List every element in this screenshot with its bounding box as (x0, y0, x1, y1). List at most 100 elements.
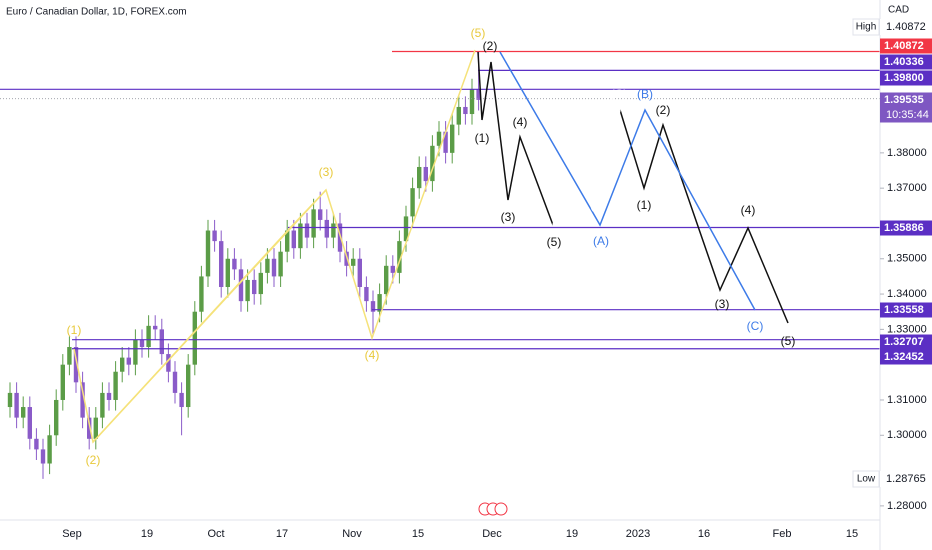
candle-body (436, 131, 442, 146)
marker-tag-label: Low (857, 474, 876, 485)
level-label: 1.40872 (884, 40, 924, 52)
wave-label: (5) (547, 235, 562, 249)
candle-body (318, 209, 323, 220)
wave-label: (B) (590, 198, 606, 212)
event-dot[interactable] (494, 502, 508, 516)
candle-body (377, 294, 382, 312)
candle-body (14, 392, 19, 418)
wave-drawings (73, 49, 789, 444)
candle-body (324, 219, 329, 238)
candle-body (278, 251, 283, 277)
wave-label: (C) (747, 319, 764, 333)
countdown: 10:35:44 (886, 109, 929, 121)
candle-body (403, 216, 409, 242)
wave-line (92, 189, 327, 443)
candle-body (456, 106, 461, 125)
wave-label: (1) (475, 131, 490, 145)
candle-body (212, 230, 217, 242)
wave-label: (4) (513, 115, 528, 129)
candle-body (133, 339, 138, 365)
candle-body (337, 223, 343, 252)
candle-body (311, 209, 316, 238)
level-box (880, 54, 932, 70)
candle-body (450, 124, 455, 153)
candle-body (126, 357, 131, 365)
wave-line (619, 109, 789, 324)
candle-body (67, 347, 72, 365)
candle-body (186, 364, 191, 408)
wave-label: (A) (593, 234, 609, 248)
level-label: 1.33558 (884, 304, 924, 316)
candle-body (179, 392, 184, 408)
wave-label: (4) (365, 348, 380, 362)
wave-label: (3) (715, 297, 730, 311)
candle-body (245, 279, 250, 302)
level-label: 1.39800 (884, 72, 924, 84)
candles (7, 51, 481, 479)
levels (0, 50, 880, 350)
marker-tag (852, 18, 880, 36)
candle-body (139, 339, 145, 348)
candle-body (225, 258, 230, 288)
y-tick-label: 1.30000 (887, 429, 927, 441)
candle-body (153, 325, 158, 330)
candle-body (298, 223, 303, 249)
candle-body (87, 417, 92, 439)
y-tick-label: 1.38000 (887, 147, 927, 159)
x-tick-label: 19 (141, 528, 153, 540)
candle-body (271, 258, 277, 277)
wave-line (552, 109, 621, 226)
wave-label: (3) (319, 165, 334, 179)
level-box (880, 38, 932, 54)
wave-label: (1) (637, 198, 652, 212)
level-box (880, 70, 932, 86)
level-label: 1.32707 (884, 336, 924, 348)
candle-body (351, 258, 356, 266)
candle-body (106, 392, 112, 400)
candle-body (199, 276, 204, 312)
candle-body (252, 279, 257, 295)
x-tick-label: Nov (342, 528, 362, 540)
level-box (880, 220, 932, 236)
candle-body (370, 301, 376, 312)
candle-body (60, 364, 65, 400)
candle-body (463, 106, 468, 115)
level-label: 1.35886 (884, 222, 924, 234)
x-tick-label: 2023 (626, 528, 650, 540)
candle-body (205, 230, 211, 277)
candle-body (21, 407, 26, 418)
wave-label: (B) (637, 87, 653, 101)
candle-body (7, 392, 13, 408)
candle-body (73, 347, 79, 383)
level-box (880, 92, 932, 123)
wave-label: (3) (501, 210, 516, 224)
event-icon[interactable] (478, 502, 508, 516)
x-tick-label: Oct (207, 528, 224, 540)
level-label: 1.40336 (884, 56, 924, 68)
wave-label: (2) (86, 453, 101, 467)
x-tick-label: 15 (412, 528, 424, 540)
candle-body (166, 354, 171, 372)
candle-body (430, 145, 435, 182)
candle-body (304, 223, 310, 238)
candle-body (417, 166, 422, 189)
x-tick-label: Feb (773, 528, 792, 540)
candle-body (265, 258, 270, 273)
candle-body (146, 325, 151, 348)
wave-label: (2) (656, 103, 671, 117)
candle-body (232, 258, 237, 270)
candle-body (397, 241, 402, 273)
candle-body (120, 357, 125, 372)
y-tick-label: 1.31000 (887, 394, 927, 406)
marker-value: 1.28765 (886, 473, 926, 485)
annotations: (1)(2)(3)(4)(5)(2)(1)(4)(3)(5)(1)(2)(4)(… (67, 26, 796, 467)
wave-label: (5) (471, 26, 486, 40)
candle-body (238, 269, 244, 302)
candle-body (47, 435, 52, 464)
wave-label: (5) (781, 334, 796, 348)
wave-line (499, 51, 756, 311)
y-tick-label: 1.37000 (887, 182, 927, 194)
